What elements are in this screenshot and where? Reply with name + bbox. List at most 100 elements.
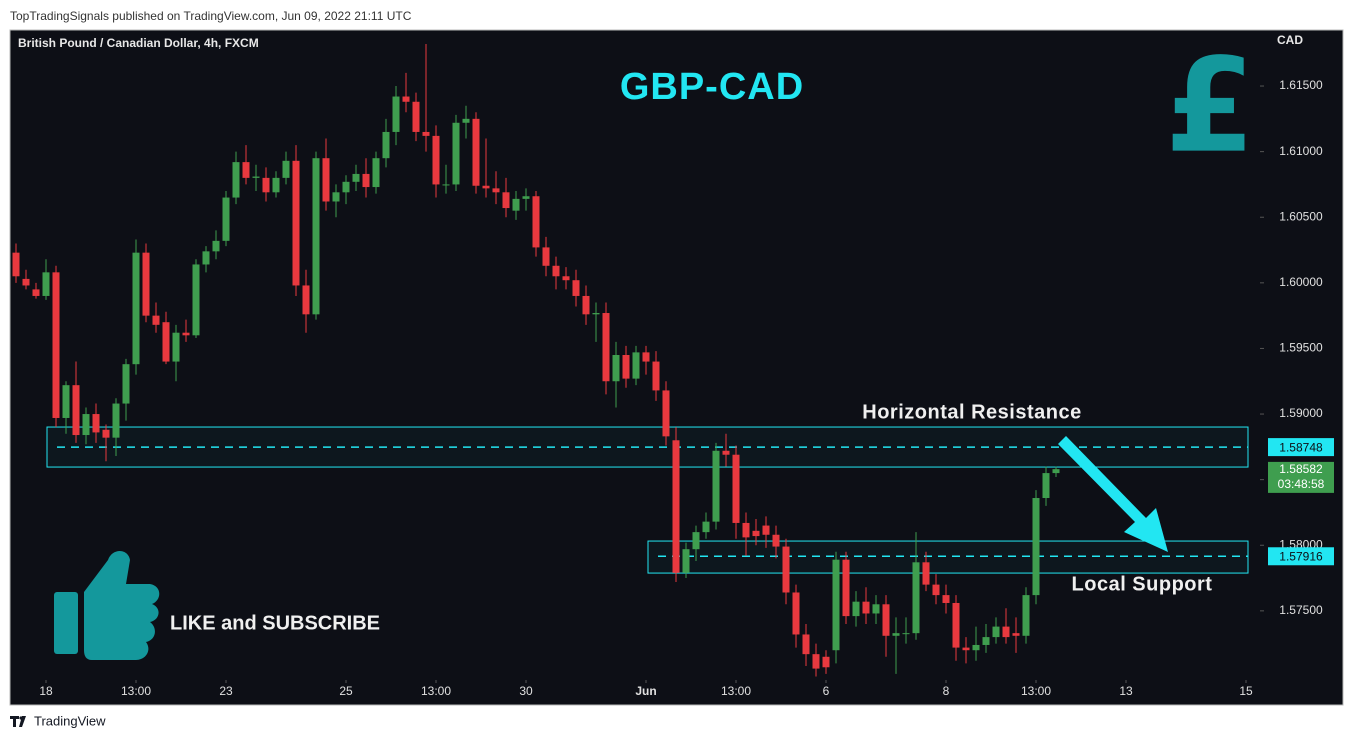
zone xyxy=(647,540,1249,574)
candle-body xyxy=(92,414,100,433)
candle-body xyxy=(502,192,510,209)
candle-body xyxy=(922,562,930,585)
chart-title: British Pound / Canadian Dollar, 4h, FXC… xyxy=(18,36,259,50)
x-tick-label: 6 xyxy=(823,684,830,698)
candle-body xyxy=(452,122,460,185)
candle-body xyxy=(662,390,670,437)
candle-body xyxy=(692,532,700,550)
candle-body xyxy=(462,118,470,123)
candle-body xyxy=(412,101,420,132)
candle-body xyxy=(962,647,970,651)
y-tick-label: 1.61000 xyxy=(1279,144,1323,158)
candle-body xyxy=(532,196,540,248)
x-tick-label: 13:00 xyxy=(421,684,451,698)
brand: TradingView xyxy=(34,713,106,728)
candle-body xyxy=(972,644,980,651)
currency: CAD xyxy=(1277,33,1303,47)
candle-body xyxy=(582,295,590,315)
candle-body xyxy=(1032,498,1040,596)
candle-body xyxy=(492,188,500,193)
candle-body xyxy=(572,280,580,296)
candle-body xyxy=(652,361,660,391)
candle-body xyxy=(542,247,550,266)
candle-body xyxy=(992,626,1000,638)
candle-body xyxy=(362,173,370,188)
zone-label: Local Support xyxy=(1072,573,1213,595)
cta: LIKE and SUBSCRIBE xyxy=(170,612,380,634)
candle-body xyxy=(222,197,230,241)
x-tick-label: 15 xyxy=(1239,684,1253,698)
candle-body xyxy=(192,264,200,336)
candle-body xyxy=(752,530,760,537)
x-tick-label: 23 xyxy=(219,684,233,698)
candle-body xyxy=(822,656,830,668)
candle-body xyxy=(732,454,740,523)
candle-body xyxy=(762,525,770,535)
candle-body xyxy=(42,272,50,296)
heading: GBP-CAD xyxy=(620,66,804,108)
arrow xyxy=(1058,436,1168,552)
candle-body xyxy=(682,549,690,573)
level-tag xyxy=(1268,547,1334,566)
candle-body xyxy=(942,595,950,603)
candle-body xyxy=(102,429,110,438)
y-tick-label: 1.59500 xyxy=(1279,341,1323,355)
candle-body xyxy=(52,272,60,418)
candle-body xyxy=(932,584,940,596)
candle-body xyxy=(112,403,120,438)
candle-body xyxy=(472,118,480,186)
candle-body xyxy=(262,177,270,193)
x-tick-label: 13 xyxy=(1119,684,1133,698)
candle-body xyxy=(122,364,130,404)
candle-body xyxy=(722,450,730,455)
candle-body xyxy=(352,173,360,182)
chart-frame xyxy=(9,29,1344,706)
candle-body xyxy=(482,185,490,189)
candle-body xyxy=(832,559,840,651)
candle-body xyxy=(632,352,640,379)
candle-body xyxy=(322,158,330,202)
candle-body xyxy=(82,414,90,436)
candle-body xyxy=(642,352,650,362)
candle-body xyxy=(22,278,30,286)
candle-body xyxy=(172,332,180,362)
candle-body xyxy=(912,562,920,634)
candle-body xyxy=(32,289,40,296)
candle-body xyxy=(522,196,530,199)
candle-body xyxy=(882,604,890,636)
candle-body xyxy=(242,162,250,178)
candle-body xyxy=(872,604,880,614)
candle-body xyxy=(712,450,720,522)
thumbs-up-icon xyxy=(54,551,160,660)
candle-body xyxy=(902,633,910,635)
x-tick-label: 25 xyxy=(339,684,353,698)
candle-body xyxy=(1052,469,1060,474)
x-tick-label: 13:00 xyxy=(121,684,151,698)
candle-body xyxy=(312,158,320,315)
y-tick-label: 1.60500 xyxy=(1279,209,1323,223)
candle-body xyxy=(672,440,680,573)
candle-body xyxy=(382,131,390,159)
candle-body xyxy=(142,252,150,316)
candle-body xyxy=(512,198,520,211)
last-price-tag xyxy=(1268,461,1334,493)
candle-body xyxy=(342,181,350,193)
last-price-label: 1.58582 xyxy=(1279,462,1323,476)
y-tick-label: 1.60000 xyxy=(1279,275,1323,289)
candle-body xyxy=(432,135,440,185)
x-tick-label: 8 xyxy=(943,684,950,698)
candle-body xyxy=(372,158,380,188)
candle-body xyxy=(782,546,790,593)
candle-body xyxy=(12,252,20,277)
candle-body xyxy=(602,313,610,382)
level-tag-label: 1.58748 xyxy=(1279,440,1323,454)
candle-body xyxy=(772,534,780,547)
candle-body xyxy=(562,276,570,281)
candle-body xyxy=(952,602,960,648)
pound-icon: £ xyxy=(1165,30,1255,182)
candle-body xyxy=(592,313,600,315)
candle-body xyxy=(422,131,430,136)
candle-body xyxy=(332,192,340,202)
y-tick-label: 1.57500 xyxy=(1279,603,1323,617)
